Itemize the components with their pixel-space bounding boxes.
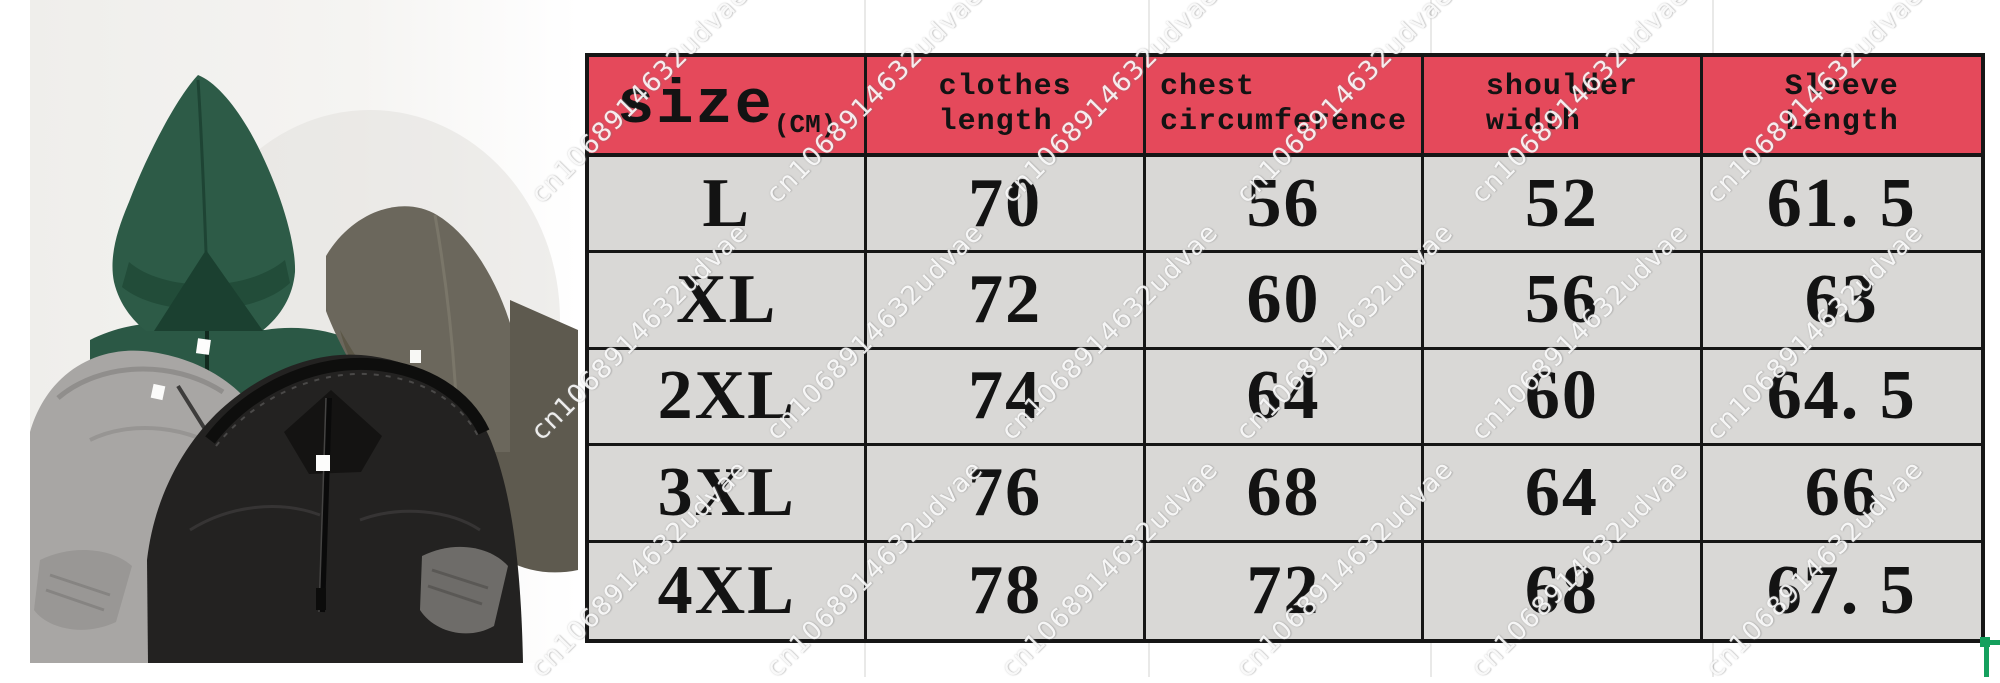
black-hoodie <box>147 354 523 663</box>
value-cell: 76 <box>867 446 1146 543</box>
header-cell-clothes-length: clothes length <box>867 57 1146 157</box>
size-chart-table: size (CM) clothes length chest circumfer… <box>585 53 1985 643</box>
value-cell: 72 <box>1145 542 1425 639</box>
value-cell: 63 <box>1702 253 1981 350</box>
column-label: chest circumference <box>1159 69 1408 139</box>
size-cell: 3XL <box>589 446 868 543</box>
selection-border-horizontal <box>1982 640 2000 645</box>
size-unit-label: size (CM) <box>617 70 836 141</box>
value-cell: 61. 5 <box>1702 157 1981 254</box>
value-cell: 78 <box>867 542 1146 639</box>
size-cell: 4XL <box>589 542 868 639</box>
header-cell-size: size (CM) <box>589 57 868 157</box>
column-label: shoulder width <box>1485 69 1638 139</box>
value-cell: 64 <box>1424 446 1703 543</box>
value-cell: 72 <box>867 253 1146 350</box>
header-cell-chest-circumference: chest circumference <box>1145 57 1425 157</box>
value-cell: 64. 5 <box>1702 349 1981 447</box>
header-cell-shoulder-width: shoulder width <box>1424 57 1703 157</box>
hoodie-photo-illustration <box>30 0 578 663</box>
column-label: clothes length <box>938 69 1072 139</box>
selection-border-vertical <box>1984 640 1989 677</box>
value-cell: 67. 5 <box>1702 542 1981 639</box>
value-cell: 56 <box>1145 157 1425 254</box>
value-cell: 64 <box>1145 349 1425 447</box>
value-cell: 70 <box>867 157 1146 254</box>
size-label: size <box>617 69 774 141</box>
value-cell: 66 <box>1702 446 1981 543</box>
value-cell: 68 <box>1145 446 1425 543</box>
value-cell: 60 <box>1145 253 1425 350</box>
size-cell: L <box>589 157 868 254</box>
unit-label: (CM) <box>773 109 837 140</box>
value-cell: 68 <box>1424 542 1703 639</box>
value-cell: 56 <box>1424 253 1703 350</box>
hoodie-product-photo <box>30 0 578 663</box>
size-cell: XL <box>589 253 868 350</box>
header-cell-sleeve-length: Sleeve Length <box>1702 57 1981 157</box>
value-cell: 60 <box>1424 349 1703 447</box>
column-label: Sleeve Length <box>1784 69 1899 139</box>
value-cell: 52 <box>1424 157 1703 254</box>
value-cell: 74 <box>867 349 1146 447</box>
size-cell: 2XL <box>589 349 868 447</box>
